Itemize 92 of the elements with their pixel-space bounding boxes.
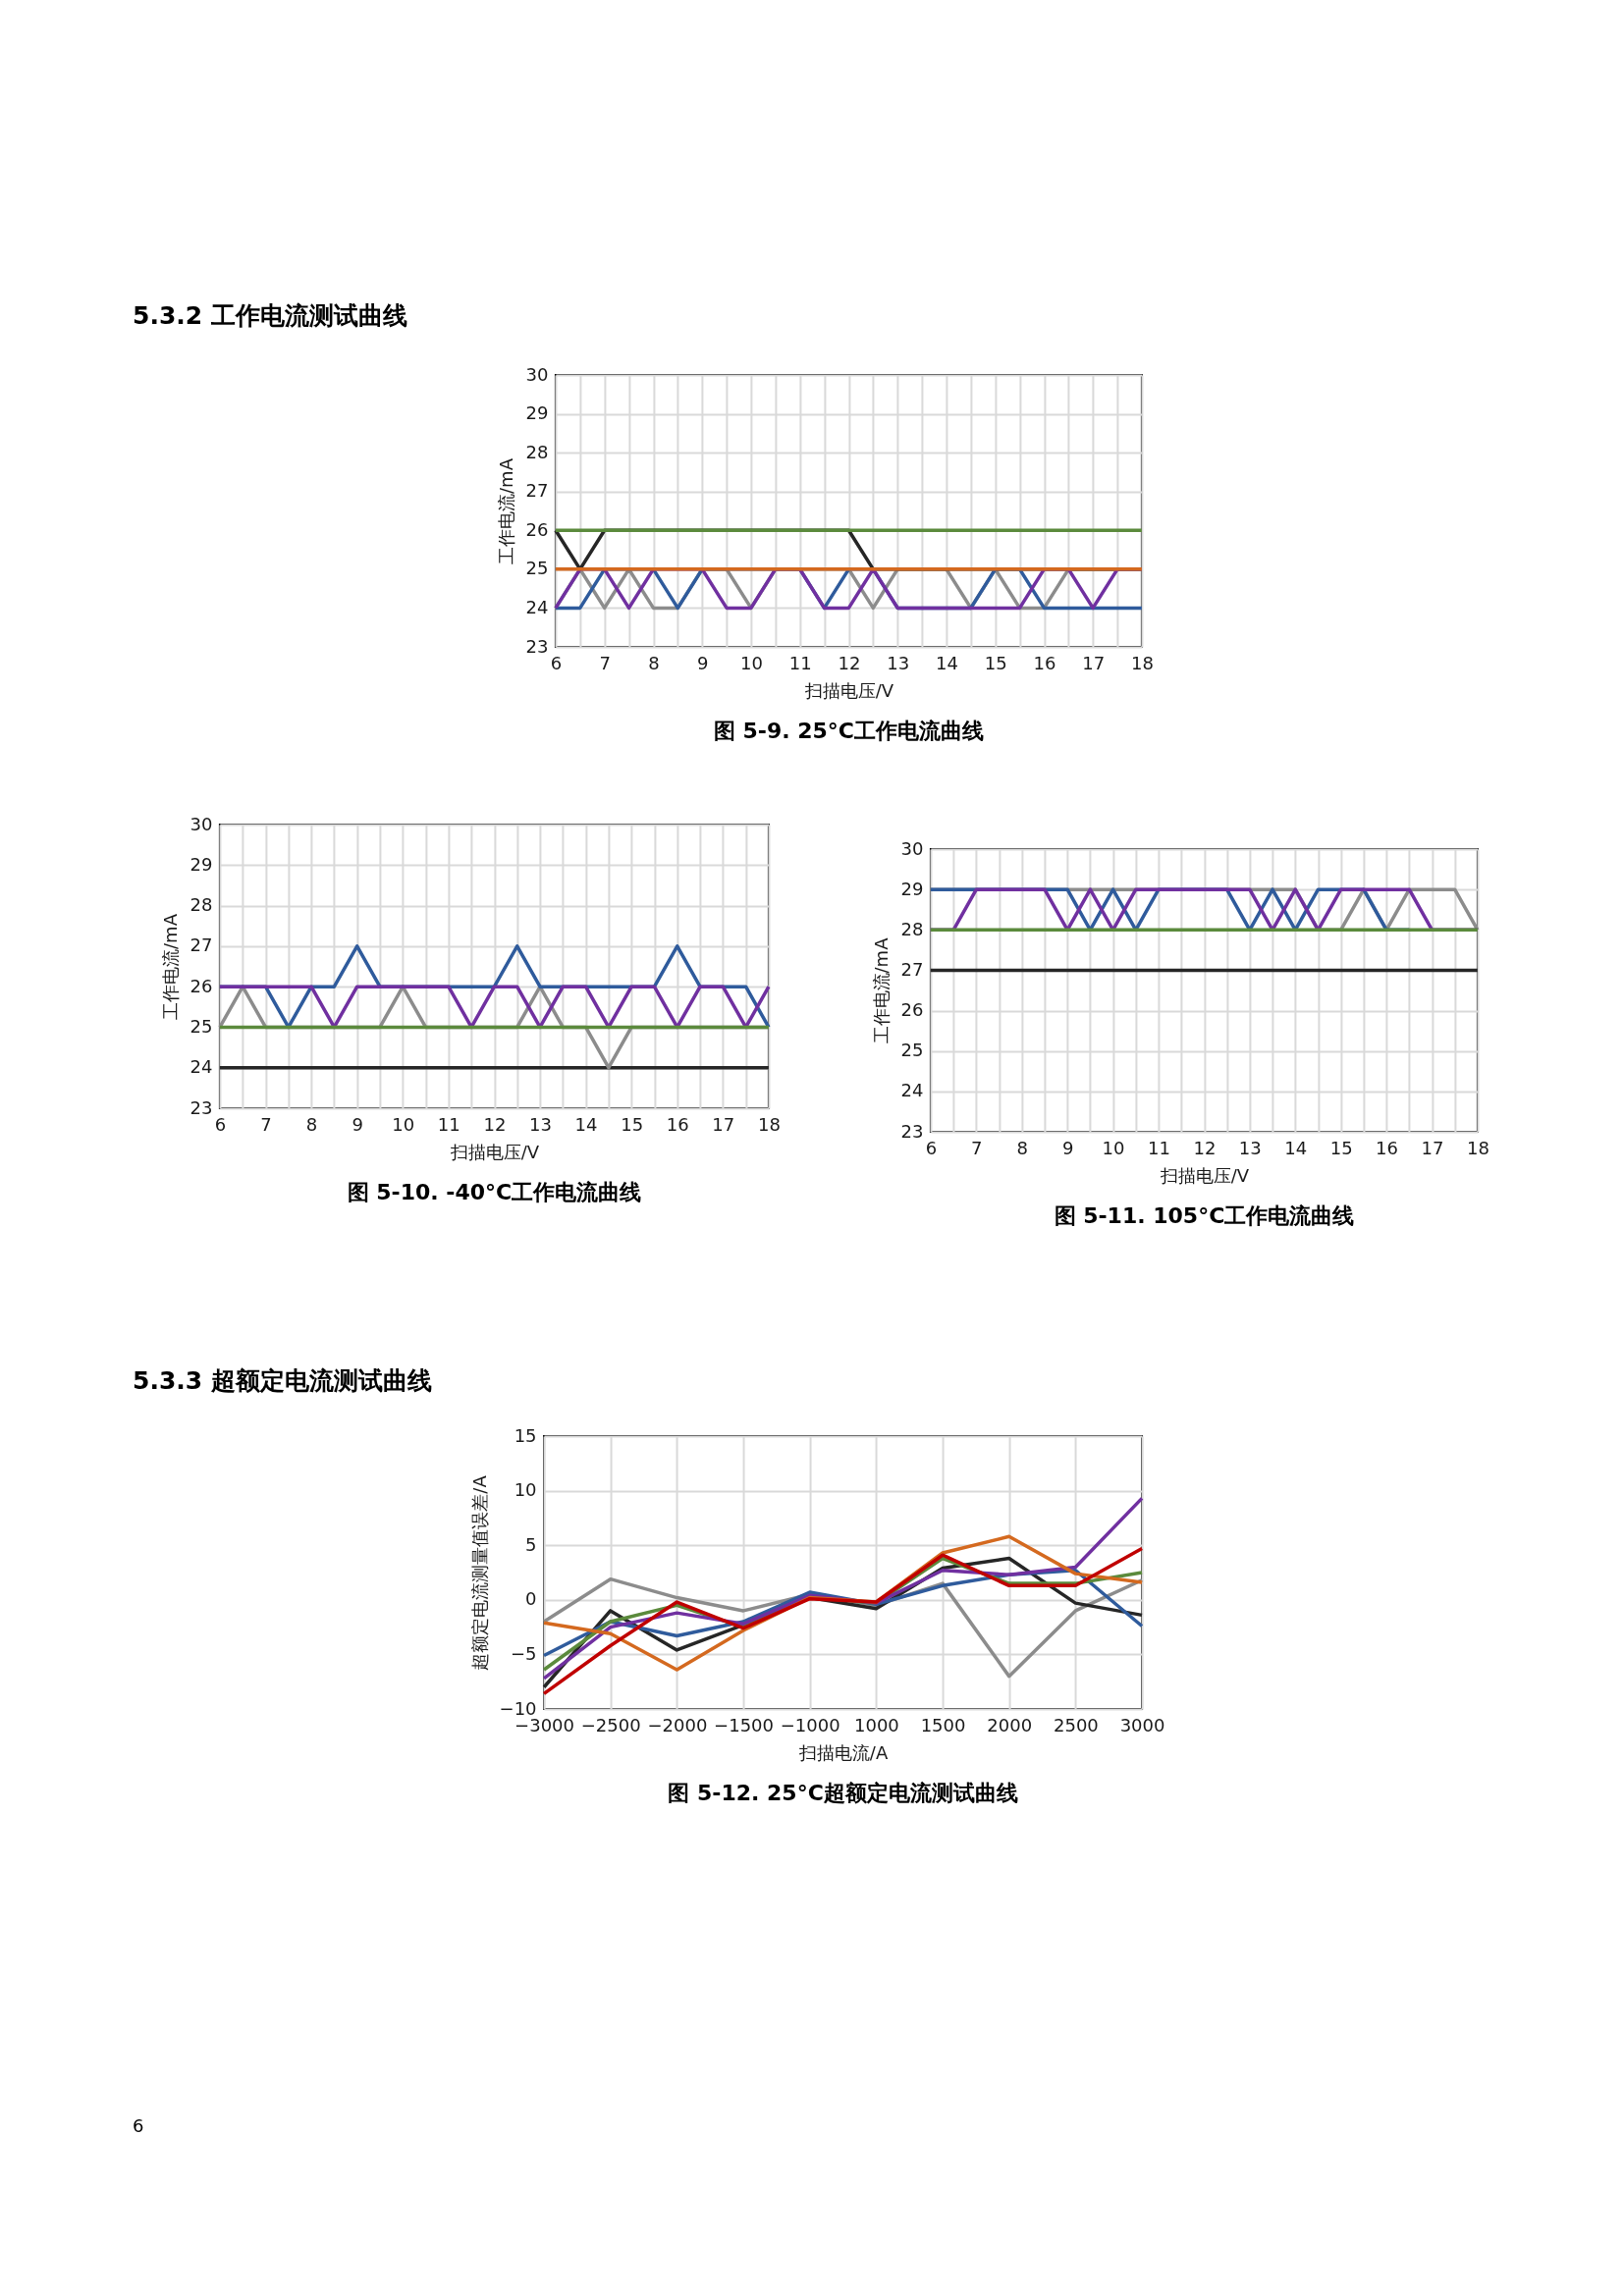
- x-tick-label: −1500: [714, 1714, 774, 1735]
- y-tick-label: 29: [900, 878, 924, 899]
- x-tick-label: 14: [1284, 1137, 1308, 1158]
- x-tick-label: 16: [1033, 652, 1056, 673]
- x-tick-label: 12: [483, 1113, 507, 1135]
- x-tick-label: 6: [214, 1113, 227, 1135]
- y-tick-label: 23: [900, 1120, 924, 1142]
- x-tick-label: 7: [260, 1113, 272, 1135]
- y-tick-label: 29: [525, 402, 549, 424]
- x-tick-label: 11: [437, 1113, 460, 1135]
- y-tick-label: 15: [514, 1424, 537, 1446]
- x-axis-title: 扫描电压/V: [1159, 1164, 1250, 1186]
- y-tick-label: 0: [525, 1588, 537, 1610]
- x-tick-label: 15: [621, 1113, 644, 1135]
- x-tick-label: 13: [887, 652, 910, 673]
- y-tick-label: 30: [900, 837, 924, 859]
- x-axis-title: 扫描电压/V: [803, 679, 894, 701]
- text: 5.3.2 工作电流测试曲线: [133, 301, 407, 330]
- y-axis-title: 工作电流/mA: [495, 457, 516, 564]
- y-axis-title: 工作电流/mA: [159, 913, 181, 1020]
- y-tick-label: 27: [900, 958, 924, 980]
- x-tick-label: 1000: [853, 1714, 899, 1735]
- y-tick-label: 28: [900, 918, 924, 939]
- y-tick-label: 28: [189, 894, 213, 916]
- x-tick-label: 17: [1082, 652, 1106, 673]
- y-tick-label: 23: [525, 635, 549, 657]
- y-tick-label: 23: [189, 1096, 213, 1118]
- y-tick-label: 26: [189, 975, 213, 996]
- x-tick-label: 13: [1238, 1137, 1262, 1158]
- y-tick-label: 24: [525, 596, 549, 617]
- text: 图 5-12. 25°C超额定电流测试曲线: [668, 1781, 1018, 1805]
- x-tick-label: 6: [925, 1137, 938, 1158]
- x-tick-label: 9: [1061, 1137, 1074, 1158]
- x-tick-label: 11: [788, 652, 812, 673]
- text: 5.3.3 超额定电流测试曲线: [133, 1366, 432, 1395]
- x-tick-label: 9: [352, 1113, 363, 1135]
- x-tick-label: 13: [529, 1113, 552, 1135]
- y-tick-label: 25: [189, 1015, 213, 1037]
- x-tick-label: 11: [1148, 1137, 1170, 1158]
- y-tick-label: 5: [525, 1533, 537, 1555]
- x-tick-label: 10: [392, 1113, 415, 1135]
- y-tick-label: 24: [189, 1056, 213, 1078]
- y-tick-label: 30: [189, 813, 213, 834]
- x-tick-label: 6: [550, 652, 563, 673]
- y-tick-label: 25: [525, 558, 549, 579]
- y-axis-title: 超额定电流测量值误差/A: [468, 1474, 490, 1671]
- y-tick-label: 24: [900, 1080, 924, 1101]
- x-tick-label: 12: [838, 652, 861, 673]
- x-tick-label: 2500: [1053, 1714, 1099, 1735]
- x-tick-label: 7: [599, 652, 611, 673]
- y-tick-label: 26: [900, 999, 924, 1021]
- y-tick-label: 29: [189, 853, 213, 875]
- x-tick-label: 10: [1102, 1137, 1125, 1158]
- x-axis-title: 扫描电流/A: [797, 1741, 889, 1763]
- x-tick-label: 12: [1193, 1137, 1217, 1158]
- x-tick-label: 8: [648, 652, 660, 673]
- x-tick-label: 2000: [987, 1714, 1033, 1735]
- x-tick-label: −2500: [580, 1714, 641, 1735]
- text: 6: [133, 2115, 144, 2136]
- x-tick-label: 15: [1329, 1137, 1353, 1158]
- text: 图 5-9. 25°C工作电流曲线: [713, 719, 984, 743]
- x-tick-label: 17: [1421, 1137, 1444, 1158]
- y-tick-label: 10: [514, 1479, 537, 1501]
- y-tick-label: 30: [525, 363, 549, 385]
- x-tick-label: 8: [1016, 1137, 1028, 1158]
- x-tick-label: 15: [984, 652, 1007, 673]
- y-axis-title: 工作电流/mA: [870, 936, 892, 1044]
- x-tick-label: 7: [971, 1137, 983, 1158]
- x-tick-label: 8: [305, 1113, 318, 1135]
- y-tick-label: 27: [525, 480, 549, 502]
- x-tick-label: 18: [757, 1113, 781, 1135]
- x-tick-label: 9: [696, 652, 709, 673]
- y-tick-label: 28: [525, 441, 549, 462]
- x-tick-label: 16: [666, 1113, 689, 1135]
- x-tick-label: 1500: [920, 1714, 966, 1735]
- x-tick-label: 14: [935, 652, 958, 673]
- x-tick-label: −1000: [780, 1714, 840, 1735]
- x-tick-label: 16: [1376, 1137, 1399, 1158]
- y-tick-label: −5: [511, 1642, 537, 1664]
- y-tick-label: 26: [525, 518, 549, 540]
- y-tick-label: 27: [189, 934, 213, 956]
- y-tick-label: 25: [900, 1040, 924, 1061]
- x-tick-label: 18: [1466, 1137, 1489, 1158]
- x-tick-label: 18: [1130, 652, 1154, 673]
- x-tick-label: 3000: [1119, 1714, 1165, 1735]
- x-axis-title: 扫描电压/V: [449, 1141, 540, 1162]
- text: 图 5-10. -40°C工作电流曲线: [347, 1180, 642, 1204]
- x-tick-label: −2000: [647, 1714, 708, 1735]
- x-tick-label: 17: [712, 1113, 735, 1135]
- x-tick-label: 14: [574, 1113, 598, 1135]
- text: 图 5-11. 105°C工作电流曲线: [1054, 1203, 1355, 1228]
- x-tick-label: 10: [739, 652, 763, 673]
